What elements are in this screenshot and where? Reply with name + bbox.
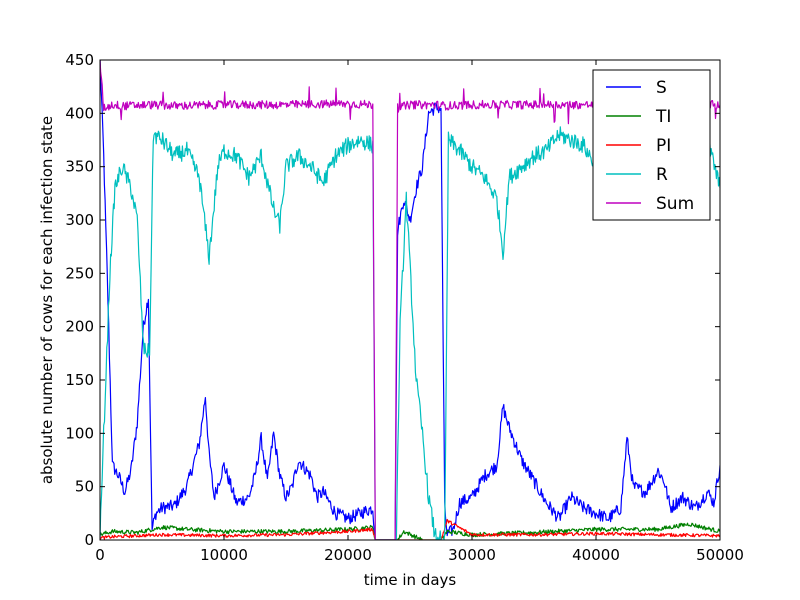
x-tick-label: 0 [95, 546, 105, 564]
y-tick-label: 0 [84, 531, 94, 549]
series-line-pi [100, 518, 720, 540]
legend: S TI PI R Sum [592, 69, 711, 221]
plot-frame [99, 59, 721, 541]
y-tick-label: 150 [65, 371, 94, 389]
legend-label-pi: PI [656, 136, 671, 156]
y-axis-label: absolute number of cows for each infecti… [38, 116, 56, 484]
legend-label-s: S [656, 78, 667, 98]
series-line-s [100, 60, 720, 540]
x-tick-label: 40000 [572, 546, 620, 564]
series-line-ti [100, 522, 720, 540]
y-tick-label: 200 [65, 318, 94, 336]
y-tick-label: 100 [65, 424, 94, 442]
x-tick-label: 30000 [448, 546, 496, 564]
legend-label-sum: Sum [656, 194, 694, 214]
legend-label-r: R [656, 165, 668, 185]
legend-label-ti: TI [655, 107, 671, 127]
y-tick-label: 50 [75, 478, 94, 496]
y-tick-label: 400 [65, 104, 94, 122]
x-tick-label: 20000 [324, 546, 372, 564]
y-tick-label: 450 [65, 51, 94, 69]
y-tick-label: 300 [65, 211, 94, 229]
ticks-layer: 0 10000 20000 30000 40000 50000 0 50 100 150 200 25… [65, 51, 744, 564]
y-tick-label: 250 [65, 264, 94, 282]
x-tick-label: 50000 [696, 546, 744, 564]
y-tick-label: 350 [65, 158, 94, 176]
x-axis-label: time in days [364, 571, 457, 589]
x-tick-label: 10000 [200, 546, 248, 564]
